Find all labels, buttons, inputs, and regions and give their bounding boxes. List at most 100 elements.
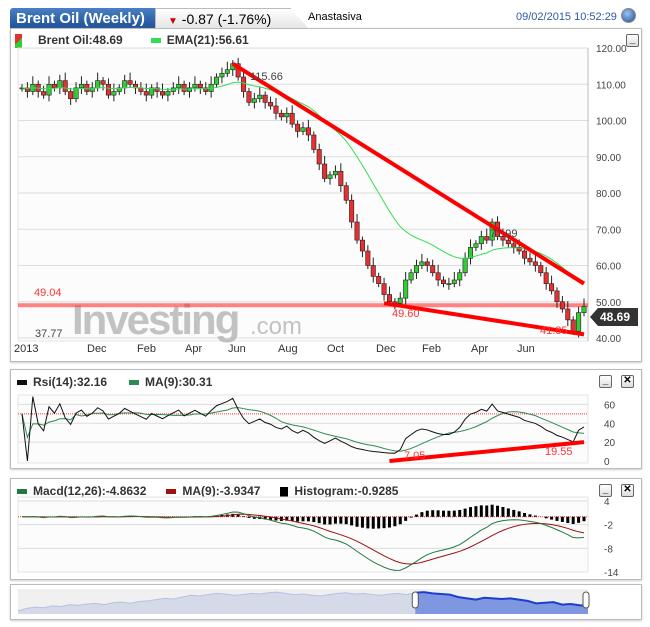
rsi-legend: Rsi(14):32.16 MA(9):30.31: [17, 375, 212, 389]
histogram-bar: [269, 516, 273, 520]
candle: [413, 265, 419, 274]
candle: [68, 91, 74, 100]
histogram-bar: [566, 516, 570, 523]
candle: [370, 265, 376, 277]
histogram-bar: [382, 516, 386, 529]
navigator-history-line: [17, 591, 416, 612]
rsi-trendline: [389, 440, 585, 463]
candle: [241, 76, 247, 92]
histogram-bar: [501, 506, 505, 517]
trendline: [383, 301, 585, 337]
histogram-bar: [377, 516, 381, 529]
y-tick-label: 50.00: [596, 298, 621, 309]
candle: [505, 239, 511, 245]
histogram-bar: [436, 510, 440, 517]
candle: [430, 265, 436, 274]
candle: [122, 80, 128, 89]
navigator-history-fill: [18, 592, 416, 614]
candle: [376, 276, 382, 284]
candle: [565, 308, 571, 321]
candle: [365, 250, 371, 266]
username: Anastasiva: [308, 11, 362, 23]
candle: [408, 272, 414, 281]
rsi-y-tick: 60: [604, 400, 616, 411]
candle: [316, 149, 322, 165]
candle: [381, 283, 387, 295]
candle: [95, 80, 101, 89]
price-change: -0.87 (-1.76%): [181, 11, 272, 27]
rsi-y-tick: 20: [604, 438, 616, 449]
candle: [111, 91, 117, 96]
candle: [78, 83, 84, 89]
histogram-value: Histogram:-0.9285: [294, 484, 399, 498]
minimize-button[interactable]: _: [599, 375, 612, 388]
histogram-bar: [571, 516, 575, 525]
histogram-bar: [344, 516, 348, 525]
y-tick-label: 110.00: [596, 80, 626, 91]
histogram-bar: [469, 507, 473, 517]
trendline: [231, 62, 586, 286]
candle: [284, 112, 290, 118]
y-tick-label: 120.00: [596, 44, 627, 55]
candle: [203, 87, 209, 92]
navigator-handle[interactable]: [411, 591, 419, 609]
candle: [457, 272, 463, 281]
x-tick-label: Jun: [517, 343, 535, 355]
candle: [219, 73, 225, 78]
candle: [397, 297, 403, 304]
histogram-bar: [393, 516, 397, 527]
candle: [473, 243, 479, 248]
macd-value: Macd(12,26):-4.8632: [33, 484, 147, 498]
close-button[interactable]: ✕: [621, 375, 634, 388]
macd-y-tick: 4: [604, 497, 610, 508]
candle: [451, 279, 457, 284]
histogram-bar: [506, 508, 510, 517]
minimize-button[interactable]: _: [626, 34, 639, 47]
candle: [435, 272, 441, 281]
change-tab: ▼ -0.87 (-1.76%): [155, 8, 309, 29]
macd-ma-swatch-icon: [166, 489, 177, 495]
close-button[interactable]: ✕: [621, 484, 634, 497]
horizontal-level-line: [18, 303, 588, 308]
last-price-badge: [590, 308, 638, 326]
rsi-y-tick: 40: [604, 419, 616, 430]
histogram-bar: [479, 505, 483, 517]
x-tick-label: Dec: [376, 343, 396, 355]
annotation-high2: 71.99: [490, 228, 518, 240]
last-price-label: 48.69: [600, 310, 630, 324]
rsi-ma-line: [21, 407, 585, 452]
instrument-tab[interactable]: Brent Oil (Weekly): [10, 8, 166, 29]
ema-value: EMA(21):56.61: [166, 33, 249, 47]
rsi-swatch-icon: [17, 380, 27, 386]
histogram-bar: [312, 516, 316, 523]
y-tick-label: 100.00: [596, 117, 627, 128]
rsi-ma-swatch-icon: [129, 380, 140, 386]
candle: [522, 250, 528, 259]
navigator-handle[interactable]: [582, 591, 590, 609]
price-value: Brent Oil:48.69: [38, 33, 123, 47]
histogram-bar: [285, 516, 289, 521]
histogram-bar: [431, 510, 435, 517]
minimize-button[interactable]: _: [599, 484, 612, 497]
histogram-bar: [577, 516, 581, 523]
x-tick-label: Feb: [137, 343, 156, 355]
candle: [187, 87, 193, 92]
candle: [268, 102, 274, 107]
watermark-logo: .com: [250, 313, 302, 340]
candle: [300, 127, 306, 132]
candle: [338, 170, 344, 187]
histogram-bar: [306, 516, 310, 522]
settings-orb-icon[interactable]: [621, 8, 636, 23]
candle: [224, 69, 230, 74]
candle: [143, 91, 149, 96]
macd-swatch-icon: [17, 489, 27, 495]
macd-y-tick: -2: [604, 521, 613, 532]
histogram-bar: [296, 516, 300, 522]
rsi-annotation-low: 7.05: [404, 450, 425, 462]
price-legend: Brent Oil:48.69 EMA(21):56.61: [15, 33, 249, 48]
candle: [181, 83, 187, 92]
candle: [549, 283, 555, 292]
macd-ma-value: MA(9):-3.9347: [182, 484, 261, 498]
y-tick-label: 40.00: [596, 334, 621, 345]
